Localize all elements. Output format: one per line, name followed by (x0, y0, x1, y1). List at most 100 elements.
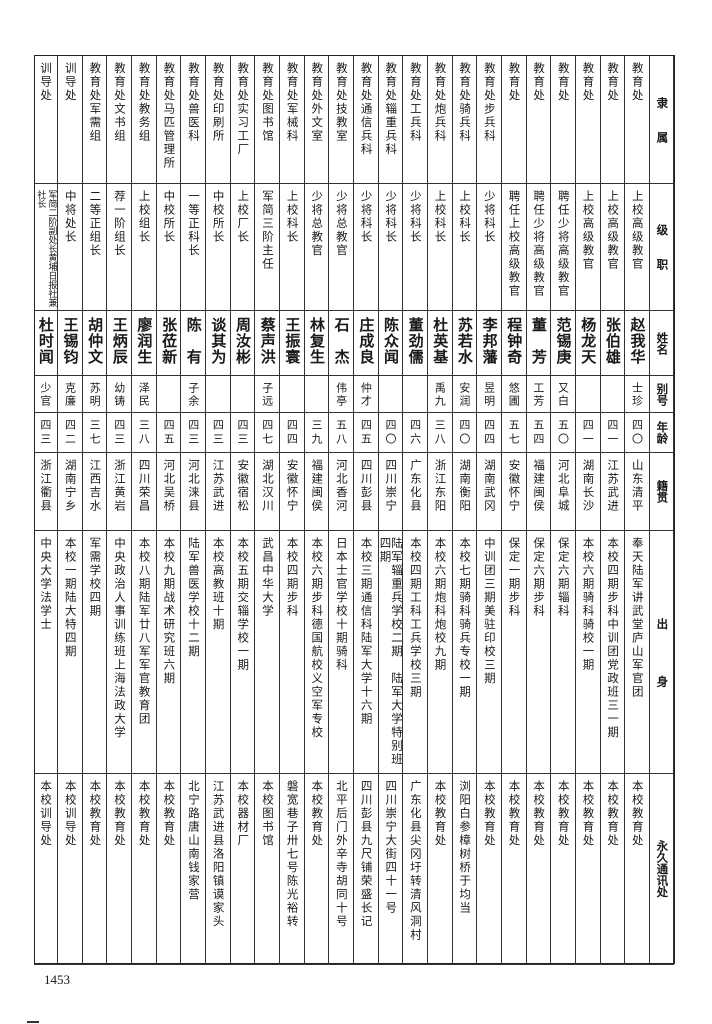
cell-affiliation: 教育处 (526, 56, 552, 184)
cell-alias: 伟亭 (329, 376, 354, 413)
cell-address: 磐宽巷子卅七号陈光裕转 (280, 774, 305, 965)
personnel-table: 隶 属教育处 教育处 教育处 教育处 教育处 教育处 教育处步兵科 教育处骑兵科 教育处炮兵科教… (33, 55, 675, 965)
cell-age-text: 四三 (236, 419, 250, 447)
cell-address-text: 本校教育处 (556, 780, 571, 848)
cell-affiliation: 教育处步兵科 (477, 56, 502, 184)
cell-alias: 工芳 (526, 376, 552, 413)
cell-age-text: 四五 (162, 419, 176, 447)
corner-mark (27, 1021, 39, 1023)
cell-affiliation: 教育处图书馆 (255, 56, 281, 184)
cell-origin: 广东化县 (403, 453, 428, 531)
cell-rank-text: 一等正科长 (186, 190, 201, 258)
cell-affiliation-text: 教育处文书组 (113, 62, 128, 143)
cell-affiliation-text: 教育处 (630, 62, 645, 103)
cell-age-text: 四二 (63, 419, 77, 447)
cell-affiliation-text: 教育处步兵科 (482, 62, 497, 143)
cell-age: 四一 (600, 413, 626, 453)
cell-age-text: 五七 (507, 419, 521, 447)
cell-name-text: 董劲儒 (406, 317, 425, 365)
cell-origin: 安徽怀宁 (280, 453, 305, 531)
cell-origin-text: 福建闽侯 (532, 459, 547, 513)
cell-rank: 军简二阶副处长黄埔日报社兼社长 (33, 184, 59, 311)
cell-rank-text: 中将处长 (63, 190, 78, 244)
cell-age: 四〇 (625, 413, 650, 453)
cell-origin-text: 福建闽侯 (310, 459, 325, 513)
cell-affiliation: 教育处 (625, 56, 650, 184)
cell-affiliation-text: 教育处实习工厂 (236, 62, 251, 157)
cell-name: 王锡钧 (58, 311, 83, 376)
cell-origin-text: 湖南衡阳 (458, 459, 473, 513)
cell-rank-text: 少将科长 (482, 190, 497, 244)
cell-origin-text: 河北阜城 (556, 459, 571, 513)
cell-name-text: 石 杰 (332, 317, 351, 365)
cell-name: 王振寰 (280, 311, 305, 376)
cell-alias (575, 376, 601, 413)
cell-background: 本校四期工科工兵学校三期 (403, 531, 428, 774)
cell-age: 五七 (501, 413, 527, 453)
cell-rank-text: 少将科长 (408, 190, 423, 244)
cell-background-text: 陆军辎重兵学校二期 陆军大学特别班四期 (378, 537, 404, 767)
header-background: 出 身 (649, 531, 675, 774)
cell-origin: 浙江衢县 (33, 453, 59, 531)
cell-affiliation-text: 教育处军械科 (285, 62, 300, 143)
header-name: 姓名 (649, 311, 675, 376)
header-name-text: 姓名 (655, 331, 670, 355)
cell-origin-text: 湖南长沙 (581, 459, 596, 513)
cell-rank: 上校高级教官 (575, 184, 601, 311)
cell-alias-text: 士珍 (630, 382, 644, 408)
cell-rank: 一等正科长 (181, 184, 207, 311)
cell-address: 北宁路唐山南钱家营 (181, 774, 207, 965)
cell-background: 保定一期步科 (501, 531, 527, 774)
cell-background: 本校高教班十期 (206, 531, 231, 774)
cell-alias (230, 376, 256, 413)
cell-address-text: 四川彭县九尺铺荣盛长记 (359, 780, 374, 929)
cell-affiliation: 教育处文书组 (107, 56, 133, 184)
cell-alias (280, 376, 305, 413)
cell-address: 本校教育处 (501, 774, 527, 965)
cell-name: 胡仲文 (82, 311, 108, 376)
cell-address: 本校教育处 (477, 774, 502, 965)
cell-age: 三七 (82, 413, 108, 453)
cell-name: 苏若水 (452, 311, 478, 376)
cell-origin: 浙江东阳 (427, 453, 453, 531)
cell-rank-text: 少将科长 (359, 190, 374, 244)
cell-affiliation-text: 教育处通信兵科 (359, 62, 374, 157)
cell-alias: 又白 (551, 376, 576, 413)
cell-background-text: 武昌中华大学 (260, 537, 275, 618)
cell-name: 杨龙天 (575, 311, 601, 376)
cell-rank-text: 上校科长 (285, 190, 300, 244)
cell-origin: 浙江黄岩 (107, 453, 133, 531)
cell-affiliation-text: 教育处 (532, 62, 547, 103)
cell-origin: 福建闽侯 (526, 453, 552, 531)
cell-affiliation-text: 教育处 (556, 62, 571, 103)
cell-address: 本校教育处 (526, 774, 552, 965)
cell-address: 本校教育处 (600, 774, 626, 965)
cell-alias: 子远 (255, 376, 281, 413)
cell-rank-text: 聘任少将高级教官 (556, 190, 571, 298)
cell-origin: 福建闽侯 (304, 453, 330, 531)
cell-rank-text: 上校科长 (433, 190, 448, 244)
cell-address: 本校教育处 (156, 774, 182, 965)
cell-address-text: 本校教育处 (507, 780, 522, 848)
cell-origin: 河北吴桥 (156, 453, 182, 531)
cell-background: 本校九期战术研究班六期 (156, 531, 182, 774)
cell-address: 江苏武进县洛阳镇谟家头 (206, 774, 231, 965)
cell-background-text: 本校三期通信科陆军大学十六期 (359, 537, 374, 726)
cell-origin: 湖南宁乡 (58, 453, 83, 531)
cell-address-text: 四川崇宁大街四十一号 (384, 780, 399, 915)
cell-address: 四川崇宁大街四十一号 (378, 774, 404, 965)
cell-origin-text: 广东化县 (408, 459, 423, 513)
cell-background: 陆军兽医学校十二期 (181, 531, 207, 774)
cell-origin-text: 浙江东阳 (433, 459, 448, 513)
cell-address-text: 本校教育处 (162, 780, 177, 848)
cell-affiliation: 教育处外文室 (304, 56, 330, 184)
cell-affiliation-text: 教育处军需组 (88, 62, 103, 143)
cell-background: 本校六期炮科炮校九期 (427, 531, 453, 774)
header-alias-text: 别号 (655, 382, 670, 406)
cell-affiliation-text: 教育处骑兵科 (458, 62, 473, 143)
cell-address: 本校教育处 (107, 774, 133, 965)
cell-name-text: 赵我华 (628, 317, 647, 365)
cell-name: 陈 有 (181, 311, 207, 376)
cell-background-text: 本校四期步科 (285, 537, 300, 618)
cell-address: 广东化县尖冈圩转清风洞村 (403, 774, 428, 965)
